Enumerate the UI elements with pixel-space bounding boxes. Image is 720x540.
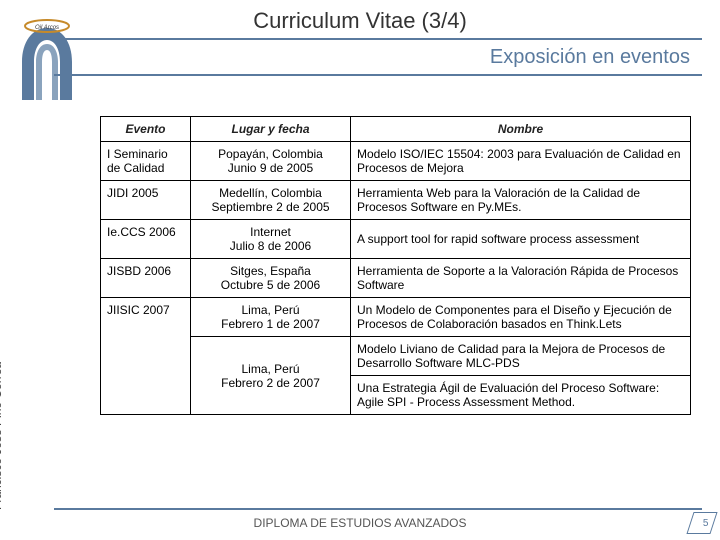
cell-lugar: Internet Julio 8 de 2006 bbox=[191, 220, 351, 259]
table-row: JIDI 2005 Medellín, Colombia Septiembre … bbox=[101, 181, 691, 220]
lugar-line1: Lima, Perú bbox=[241, 362, 299, 376]
lugar-line1: Sitges, España bbox=[230, 264, 311, 278]
cell-evento: Ie.CCS 2006 bbox=[101, 220, 191, 259]
table-row: I Seminario de Calidad Popayán, Colombia… bbox=[101, 142, 691, 181]
header-evento: Evento bbox=[101, 117, 191, 142]
cell-lugar: Medellín, Colombia Septiembre 2 de 2005 bbox=[191, 181, 351, 220]
divider-top bbox=[54, 38, 702, 40]
table-header-row: Evento Lugar y fecha Nombre bbox=[101, 117, 691, 142]
lugar-line2: Junio 9 de 2005 bbox=[228, 161, 313, 175]
lugar-line1: Lima, Perú bbox=[241, 303, 299, 317]
lugar-line1: Medellín, Colombia bbox=[219, 186, 322, 200]
cell-evento: I Seminario de Calidad bbox=[101, 142, 191, 181]
divider-footer bbox=[54, 508, 702, 510]
table-row: JIISIC 2007 Lima, Perú Febrero 1 de 2007… bbox=[101, 298, 691, 337]
cell-lugar: Lima, Perú Febrero 1 de 2007 bbox=[191, 298, 351, 337]
cell-lugar: Popayán, Colombia Junio 9 de 2005 bbox=[191, 142, 351, 181]
lugar-line1: Popayán, Colombia bbox=[218, 147, 323, 161]
header-nombre: Nombre bbox=[351, 117, 691, 142]
cell-nombre: A support tool for rapid software proces… bbox=[351, 220, 691, 259]
cell-nombre: Herramienta Web para la Valoración de la… bbox=[351, 181, 691, 220]
footer-text: DIPLOMA DE ESTUDIOS AVANZADOS bbox=[0, 516, 720, 530]
slide: Oil Arcos Curriculum Vitae (3/4) Exposic… bbox=[0, 0, 720, 540]
cell-nombre: Modelo ISO/IEC 15504: 2003 para Evaluaci… bbox=[351, 142, 691, 181]
events-table: Evento Lugar y fecha Nombre I Seminario … bbox=[100, 116, 691, 415]
cell-lugar: Sitges, España Octubre 5 de 2006 bbox=[191, 259, 351, 298]
lugar-line2: Febrero 1 de 2007 bbox=[221, 317, 320, 331]
cell-evento: JIISIC 2007 bbox=[101, 298, 191, 415]
header-lugar: Lugar y fecha bbox=[191, 117, 351, 142]
cell-nombre: Herramienta de Soporte a la Valoración R… bbox=[351, 259, 691, 298]
cell-nombre: Una Estrategia Ágil de Evaluación del Pr… bbox=[351, 376, 691, 415]
page-number: 5 bbox=[703, 518, 709, 529]
lugar-line2: Julio 8 de 2006 bbox=[230, 239, 311, 253]
author-sidebar: Francisco José Pino Correa bbox=[0, 362, 4, 510]
events-table-wrap: Evento Lugar y fecha Nombre I Seminario … bbox=[100, 116, 690, 415]
cell-lugar: Lima, Perú Febrero 2 de 2007 bbox=[191, 337, 351, 415]
lugar-line1: Internet bbox=[250, 225, 291, 239]
cell-nombre: Un Modelo de Componentes para el Diseño … bbox=[351, 298, 691, 337]
cell-evento: JISBD 2006 bbox=[101, 259, 191, 298]
cell-evento: JIDI 2005 bbox=[101, 181, 191, 220]
page-title: Curriculum Vitae (3/4) bbox=[253, 8, 467, 33]
title-bar: Curriculum Vitae (3/4) bbox=[0, 8, 720, 34]
table-row: Ie.CCS 2006 Internet Julio 8 de 2006 A s… bbox=[101, 220, 691, 259]
lugar-line2: Febrero 2 de 2007 bbox=[221, 376, 320, 390]
table-row: JISBD 2006 Sitges, España Octubre 5 de 2… bbox=[101, 259, 691, 298]
lugar-line2: Octubre 5 de 2006 bbox=[221, 278, 320, 292]
cell-nombre: Modelo Liviano de Calidad para la Mejora… bbox=[351, 337, 691, 376]
divider-sub bbox=[54, 74, 702, 76]
lugar-line2: Septiembre 2 de 2005 bbox=[211, 200, 329, 214]
subtitle: Exposición en eventos bbox=[490, 46, 690, 69]
